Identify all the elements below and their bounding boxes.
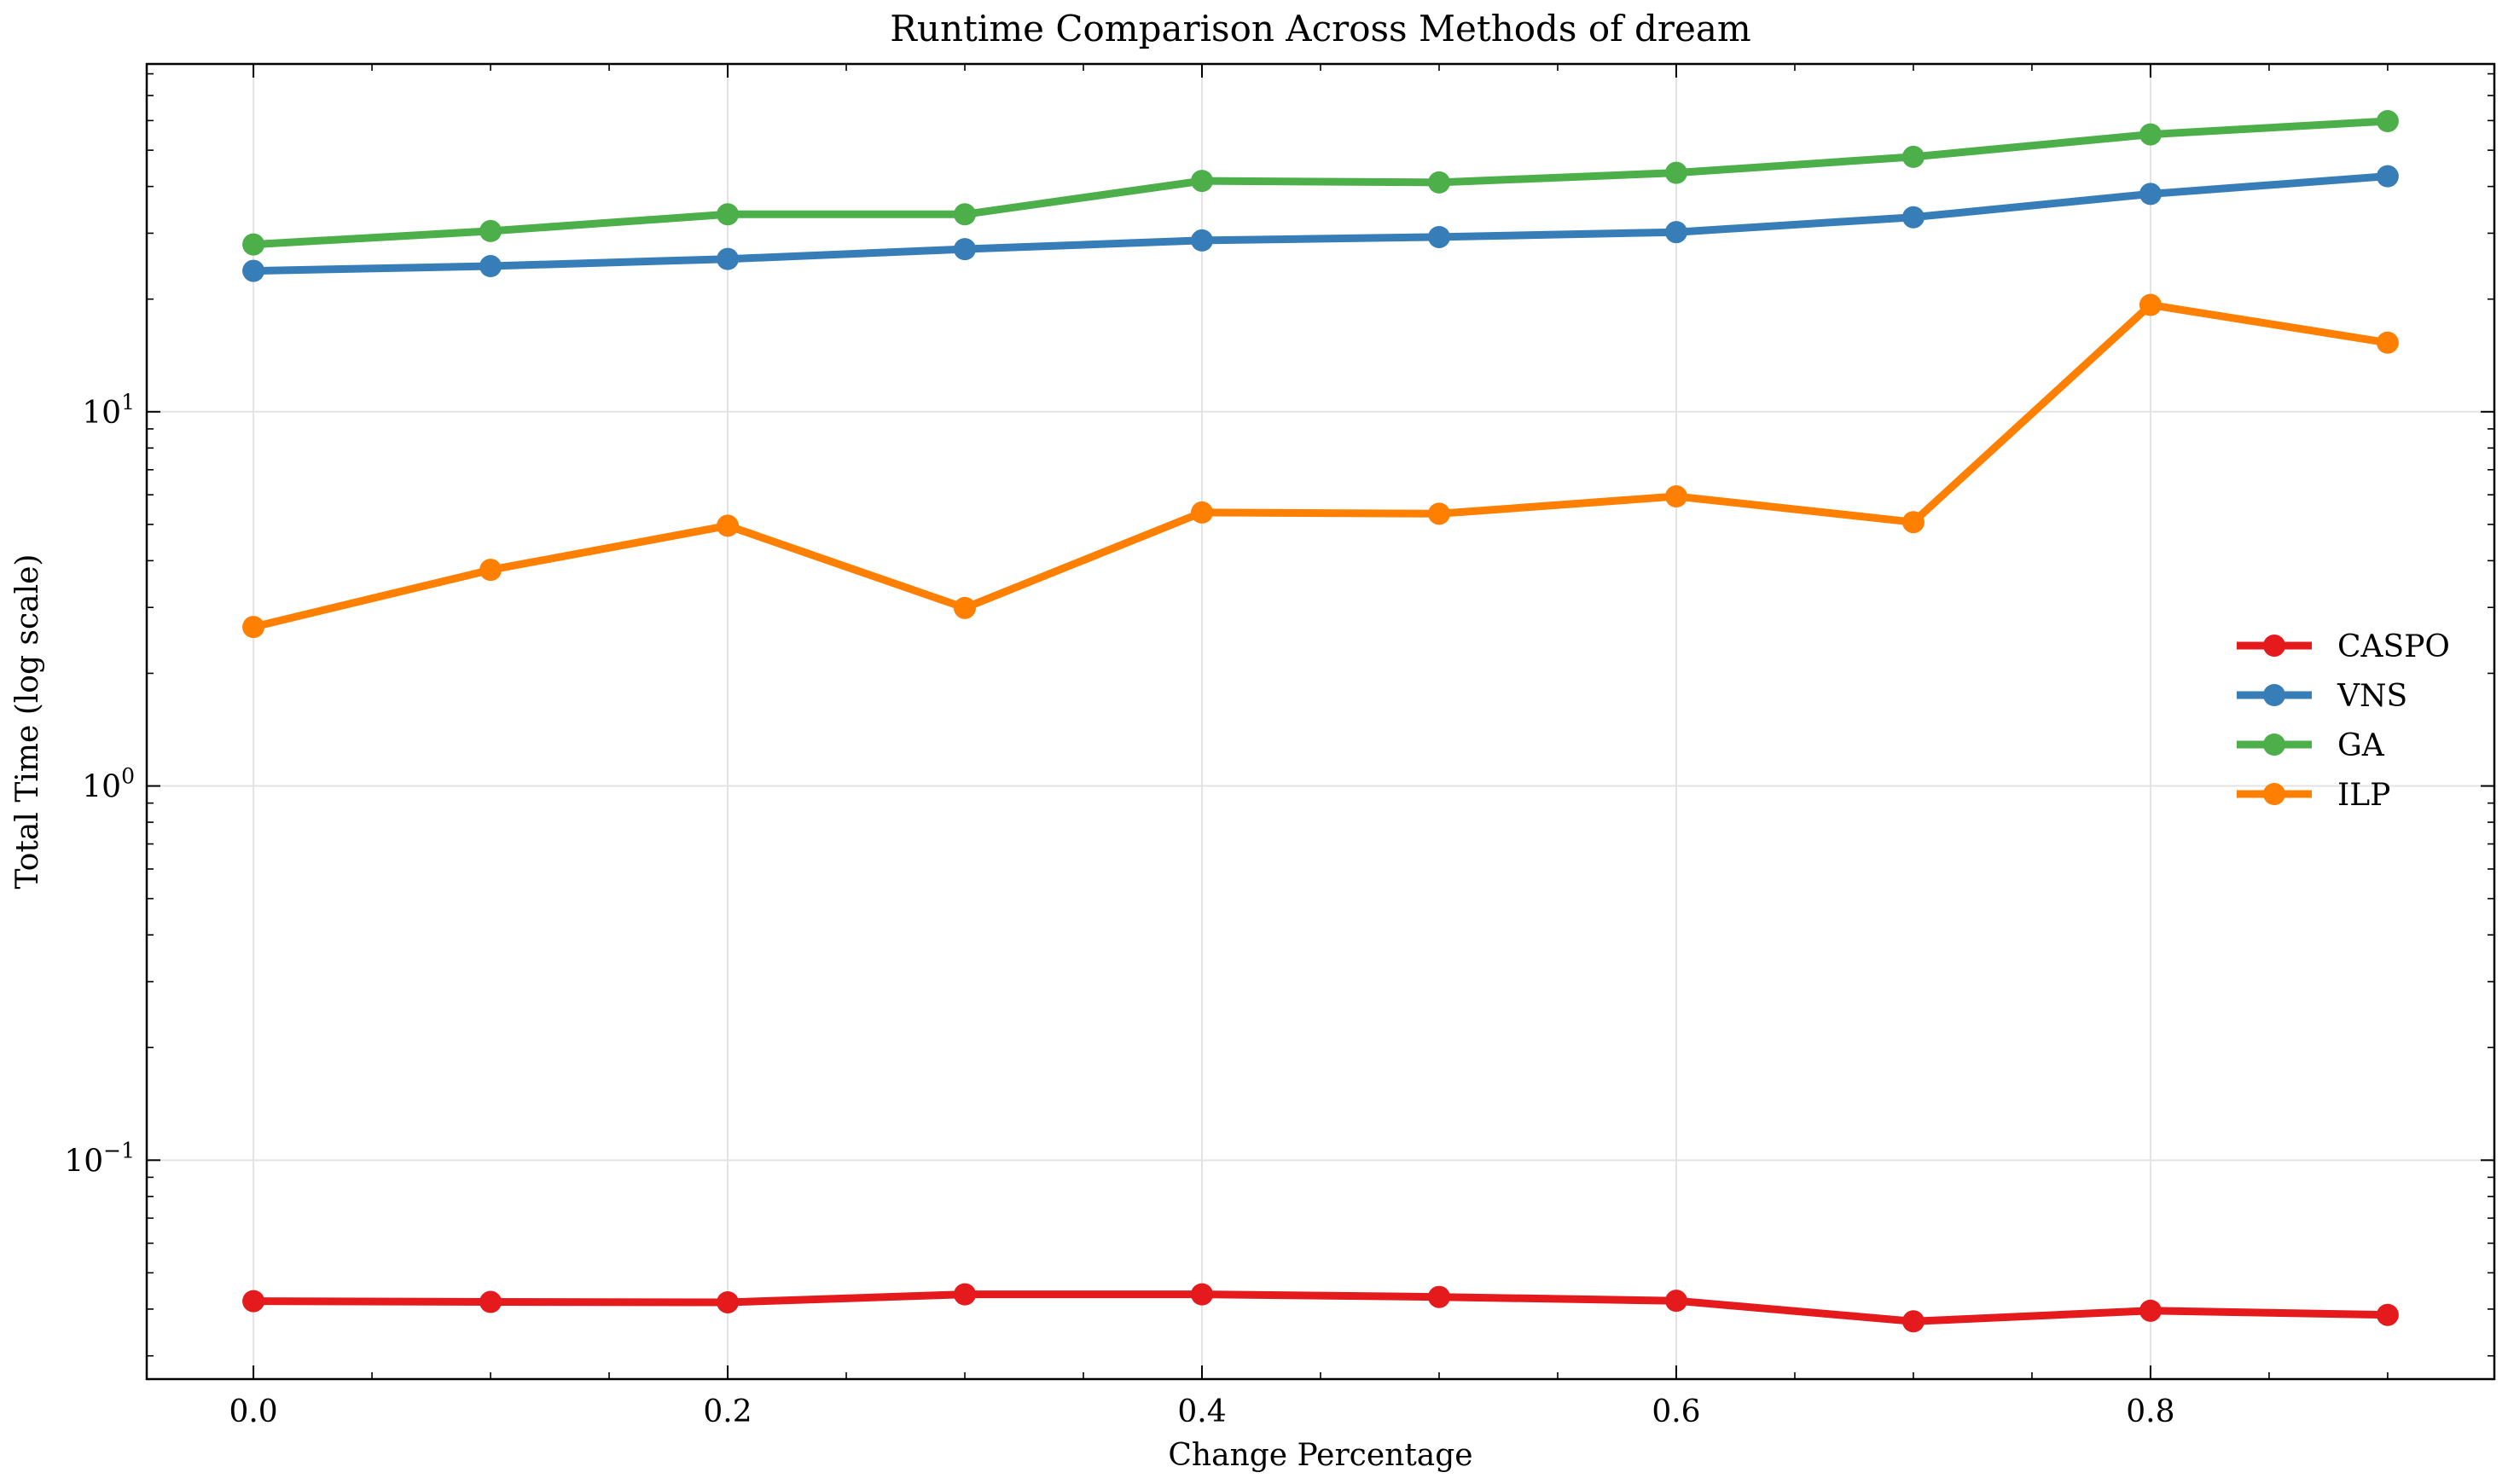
data-point	[1427, 502, 1450, 525]
legend-label: GA	[2337, 728, 2385, 763]
data-point	[1901, 1310, 1925, 1333]
series-line	[249, 172, 2392, 275]
data-point	[1427, 171, 1450, 194]
data-point	[2139, 1299, 2162, 1322]
data-point	[2139, 183, 2162, 206]
legend-marker	[2263, 783, 2285, 805]
data-point	[1191, 170, 1214, 193]
x-axis-label: Change Percentage	[1168, 1438, 1472, 1473]
data-point	[1664, 485, 1687, 508]
series-line	[249, 117, 2392, 249]
data-point	[954, 203, 977, 226]
data-point	[1191, 501, 1214, 524]
data-point	[1664, 1290, 1687, 1313]
data-point	[479, 219, 502, 242]
legend-item-vns: VNS	[2237, 679, 2407, 714]
grid	[147, 64, 2494, 1379]
data-point	[717, 514, 740, 537]
data-point	[242, 1290, 265, 1313]
y-axis-label: Total Time (log scale)	[10, 554, 45, 890]
data-point	[479, 559, 502, 582]
data-point	[1901, 145, 1925, 168]
data-point	[479, 255, 502, 278]
data-point	[717, 203, 740, 226]
data-point	[242, 616, 265, 639]
data-point	[2376, 1303, 2399, 1326]
legend-marker	[2263, 733, 2285, 756]
data-point	[2376, 165, 2399, 188]
data-point	[1664, 221, 1687, 244]
data-point	[242, 259, 265, 282]
data-point	[954, 238, 977, 261]
ticks: 0.0 0.2 0.4 0.6 0.8 10−1 100 101	[64, 64, 2494, 1429]
legend-marker	[2263, 635, 2285, 657]
data-point	[2139, 123, 2162, 146]
data-point	[479, 1290, 502, 1313]
series-line	[249, 301, 2392, 631]
data-point	[2376, 331, 2399, 354]
legend-label: CASPO	[2337, 629, 2450, 664]
x-tick-label: 0.6	[1652, 1394, 1700, 1429]
data-point	[1901, 206, 1925, 229]
series-ilp	[242, 293, 2399, 639]
legend-item-ilp: ILP	[2237, 778, 2390, 813]
data-point	[2376, 110, 2399, 133]
y-tick-label: 10−1	[64, 1138, 135, 1179]
legend: CASPO VNS GA ILP	[2237, 629, 2450, 813]
data-point	[954, 596, 977, 619]
data-point	[1191, 1283, 1214, 1306]
series-ga	[242, 110, 2399, 256]
series-group	[242, 110, 2399, 1333]
data-point	[242, 233, 265, 256]
legend-marker	[2263, 684, 2285, 706]
legend-label: ILP	[2337, 778, 2390, 813]
x-tick-label: 0.4	[1177, 1394, 1226, 1429]
series-vns	[242, 165, 2399, 282]
data-point	[1901, 511, 1925, 534]
data-point	[1427, 1285, 1450, 1308]
x-tick-label: 0.0	[229, 1394, 277, 1429]
data-point	[1664, 161, 1687, 184]
data-point	[1191, 229, 1214, 252]
y-tick-label: 100	[82, 764, 135, 805]
legend-label: VNS	[2337, 679, 2407, 714]
data-point	[1427, 225, 1450, 248]
y-tick-label: 101	[82, 390, 135, 431]
data-point	[717, 1290, 740, 1313]
series-line	[249, 1290, 2392, 1325]
x-tick-label: 0.2	[703, 1394, 752, 1429]
data-point	[2139, 293, 2162, 316]
legend-item-ga: GA	[2237, 728, 2385, 763]
data-point	[717, 247, 740, 270]
chart-title: Runtime Comparison Across Methods of dre…	[890, 8, 1750, 49]
legend-item-caspo: CASPO	[2237, 629, 2450, 664]
x-tick-label: 0.8	[2126, 1394, 2174, 1429]
data-point	[954, 1283, 977, 1306]
series-caspo	[242, 1283, 2399, 1333]
